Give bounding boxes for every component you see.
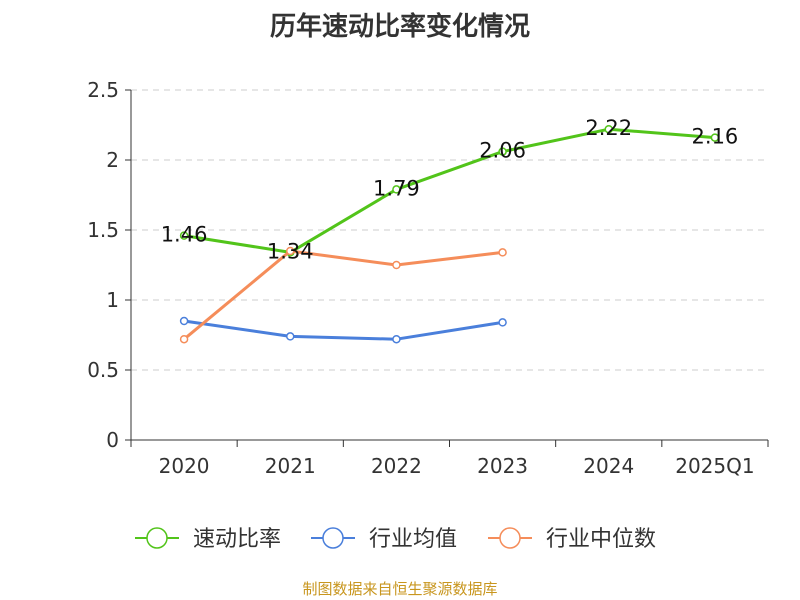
x-tick-label: 2022 [371, 454, 422, 478]
legend-label: 行业中位数 [546, 527, 656, 552]
data-label: 1.79 [373, 176, 420, 200]
data-label: 1.34 [267, 239, 314, 263]
data-point [498, 318, 507, 327]
data-point [392, 260, 401, 270]
data-label: 2.06 [479, 139, 526, 163]
data-point [179, 231, 189, 240]
x-tick-label: 2023 [477, 454, 528, 478]
y-tick-label: 2.5 [87, 78, 119, 102]
data-point [392, 185, 401, 194]
data-label: 2.22 [585, 116, 632, 140]
source-note: 制图数据来自恒生聚源数据库 [302, 580, 498, 598]
data-point [179, 316, 189, 326]
x-tick-label: 2021 [265, 454, 316, 478]
data-point [179, 334, 189, 344]
x-tick-label: 2025Q1 [675, 454, 754, 478]
legend-marker [499, 527, 521, 549]
legend-label: 速动比率 [193, 527, 281, 552]
legend-marker [322, 527, 344, 549]
x-tick-label: 2024 [583, 454, 634, 478]
series-line-1 [183, 127, 716, 254]
data-point [498, 147, 507, 156]
y-tick-label: 0 [106, 428, 119, 452]
chart-title: 历年速动比率变化情况 [269, 12, 530, 42]
data-point [498, 248, 507, 257]
y-tick-label: 1 [106, 288, 119, 312]
legend-marker [146, 527, 168, 549]
x-tick-label: 2020 [159, 454, 210, 478]
data-label: 1.46 [161, 223, 208, 247]
series-line-3 [183, 249, 503, 341]
data-point [286, 332, 295, 341]
legend-label: 行业均值 [369, 527, 457, 552]
data-label: 2.16 [692, 125, 739, 149]
data-point [286, 246, 295, 256]
data-point [392, 334, 401, 344]
series-line-2 [183, 319, 503, 341]
data-point [604, 124, 613, 134]
y-tick-label: 0.5 [87, 358, 119, 382]
y-tick-label: 1.5 [87, 218, 119, 242]
y-tick-label: 2 [106, 148, 119, 172]
data-point [710, 133, 720, 142]
